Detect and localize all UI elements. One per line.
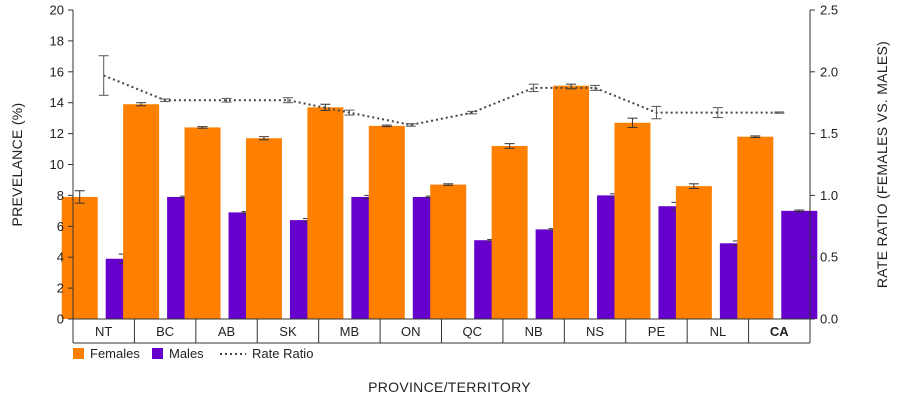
errorbar-ratio-bc <box>160 98 171 102</box>
legend-swatch-males <box>152 348 163 359</box>
bar-females-nb <box>491 145 528 319</box>
x-tick-label-on: ON <box>401 324 421 339</box>
y-tick-label: 10 <box>50 157 64 172</box>
y2-tick-label: 2.5 <box>820 3 838 18</box>
bar-females-on <box>368 125 405 319</box>
bar-males-ca <box>781 210 818 319</box>
legend-label-males: Males <box>169 346 204 361</box>
errorbar-ratio-nt <box>98 55 109 96</box>
errorbar-females-sk <box>258 136 269 141</box>
y-tick-label: 16 <box>50 64 64 79</box>
y2-tick-label: 0.0 <box>820 312 838 327</box>
x-tick-label-ab: AB <box>218 324 235 339</box>
y-tick-label: 14 <box>50 95 64 110</box>
y2-axis-title: RATE RATIO (FEMALES VS. MALES) <box>874 41 890 288</box>
y-tick-label: 6 <box>57 219 64 234</box>
errorbar-females-mb <box>320 103 331 111</box>
bar-females-nt <box>61 196 98 319</box>
errorbar-males-ca <box>794 209 805 213</box>
errorbar-ratio-mb <box>344 109 355 116</box>
y-tick-label: 4 <box>57 250 64 265</box>
x-tick-label-sk: SK <box>279 324 297 339</box>
y2-tick-label: 0.5 <box>820 250 838 265</box>
legend-label-rate-ratio: Rate Ratio <box>252 346 313 361</box>
legend-label-females: Females <box>90 346 140 361</box>
bar-females-bc <box>123 104 160 320</box>
legend: Females Males Rate Ratio <box>73 346 313 361</box>
errorbar-ratio-ab <box>221 97 232 103</box>
x-tick-label-nb: NB <box>525 324 543 339</box>
axes-layer: 0 2 4 6 8 10 12 14 16 18 20 0.0 0.5 1.0 1.5 2.0 2.5 NT BC A… <box>50 3 838 344</box>
y-tick-label: 12 <box>50 126 64 141</box>
x-tick-label-qc: QC <box>462 324 482 339</box>
x-tick-label-nt: NT <box>95 324 112 339</box>
y-axis-title: PREVELANCE (%) <box>9 102 25 226</box>
errorbar-ratio-nb <box>528 83 539 93</box>
y2-tick-label: 1.5 <box>820 126 838 141</box>
errorbar-females-nb <box>504 143 515 149</box>
bar-females-ab <box>184 127 221 319</box>
y-tick-label: 0 <box>57 312 64 327</box>
x-tick-label-nl: NL <box>710 324 727 339</box>
y-tick-label: 2 <box>57 281 64 296</box>
rate-ratio-layer <box>98 55 785 127</box>
x-tick-label-bc: BC <box>156 324 174 339</box>
errorbar-females-nt <box>74 190 85 204</box>
errorbar-females-pe <box>627 117 638 128</box>
errorbar-females-ca <box>750 135 761 138</box>
x-axis-title: PROVINCE/TERRITORY <box>368 379 531 395</box>
x-tick-label-mb: MB <box>340 324 360 339</box>
bar-females-qc <box>430 184 467 319</box>
x-tick-label-ca: CA <box>770 324 789 339</box>
rate-ratio-line <box>103 74 780 126</box>
errorbar-females-qc <box>443 183 454 186</box>
errorbar-ratio-sk <box>282 97 293 104</box>
bar-females-mb <box>307 107 344 320</box>
bars-layer <box>61 83 818 320</box>
errorbar-ratio-qc <box>467 110 478 115</box>
y2-tick-label: 1.0 <box>820 188 838 203</box>
errorbar-ratio-ns <box>590 84 601 91</box>
errorbar-ratio-ca <box>774 111 785 114</box>
x-tick-label-ns: NS <box>586 324 604 339</box>
y-tick-label: 20 <box>50 3 64 18</box>
errorbar-females-on <box>381 124 392 128</box>
errorbar-females-ab <box>197 126 208 129</box>
y2-tick-label: 2.0 <box>820 64 838 79</box>
errorbar-females-nl <box>688 183 699 189</box>
errorbar-females-bc <box>136 102 147 107</box>
errorbar-ratio-pe <box>651 105 662 120</box>
y-tick-label: 18 <box>50 33 64 48</box>
x-tick-label-pe: PE <box>648 324 666 339</box>
bar-females-nl <box>675 186 712 319</box>
errorbar-ratio-nl <box>712 107 723 119</box>
bar-females-ca <box>737 136 774 319</box>
errorbar-ratio-on <box>405 123 416 127</box>
bar-females-ns <box>553 85 590 319</box>
legend-swatch-females <box>73 348 84 359</box>
bar-females-sk <box>245 138 282 319</box>
bar-females-pe <box>614 122 651 319</box>
y-tick-label: 8 <box>57 188 64 203</box>
